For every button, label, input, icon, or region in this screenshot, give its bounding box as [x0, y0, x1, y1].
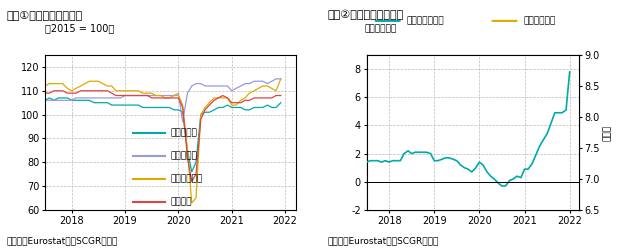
Text: 図表②　物価・雇用指標: 図表② 物価・雇用指標 [328, 10, 404, 20]
Text: 資本財売上高: 資本財売上高 [170, 174, 203, 184]
Text: 消費者物価指数: 消費者物価指数 [407, 16, 444, 26]
Y-axis label: （％）: （％） [602, 124, 611, 140]
Text: 鉱工業生産: 鉱工業生産 [170, 128, 197, 137]
Text: （前年比％）: （前年比％） [365, 24, 397, 33]
Text: （出所：EurostatよわSCGR作成）: （出所：EurostatよわSCGR作成） [328, 236, 439, 245]
Text: 失業率（右）: 失業率（右） [523, 16, 556, 26]
Text: 輸出数量: 輸出数量 [170, 198, 192, 207]
Text: （2015 = 100）: （2015 = 100） [45, 23, 114, 33]
Text: 図表①　需給の経済指標: 図表① 需給の経済指標 [6, 10, 83, 20]
Text: 小売売上高: 小売売上高 [170, 151, 197, 160]
Text: （出所：EurostatよわSCGR作成）: （出所：EurostatよわSCGR作成） [6, 236, 118, 245]
